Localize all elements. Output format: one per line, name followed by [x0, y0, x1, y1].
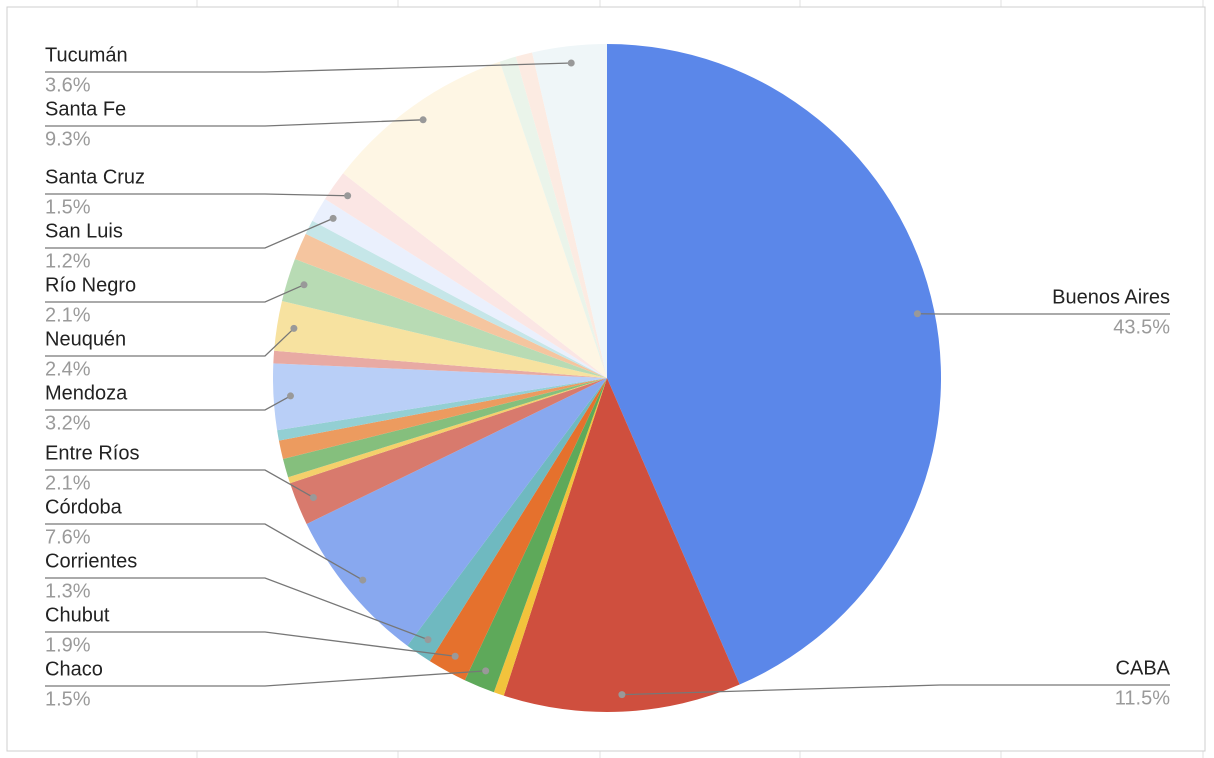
leader-dot — [913, 310, 921, 318]
leader-line — [45, 469, 314, 499]
leader-dot — [359, 576, 367, 584]
leader-dot — [344, 192, 352, 200]
slice-label: Chaco — [45, 658, 103, 680]
slice-label: Mendoza — [45, 382, 128, 404]
leader-line — [621, 684, 1170, 696]
leader-line — [45, 631, 456, 657]
pie-slice — [278, 378, 607, 460]
pie-slice — [306, 378, 607, 646]
pie-slice — [274, 301, 607, 378]
slice-value-label: 3.2% — [45, 412, 91, 434]
slice-value-label: 1.3% — [45, 580, 91, 602]
slice-label: Neuquén — [45, 328, 126, 350]
slice-label: Córdoba — [45, 496, 123, 518]
pie-slice — [503, 378, 740, 712]
pie-slice — [312, 199, 607, 378]
leader-line — [45, 577, 429, 641]
slice-value-label: 9.3% — [45, 128, 91, 150]
leader-dot — [287, 392, 295, 400]
pie-slice — [324, 173, 607, 378]
pie-slice — [290, 378, 607, 524]
pie-slice — [305, 220, 607, 378]
leader-dot — [290, 324, 298, 332]
pie-slice — [277, 378, 607, 441]
slice-value-label: 2.1% — [45, 472, 91, 494]
pie-slice — [499, 56, 607, 378]
slices — [273, 44, 942, 712]
pie-slice — [281, 258, 607, 378]
leader-line — [45, 284, 305, 303]
slice-value-label: 2.4% — [45, 358, 91, 380]
slice-label: Buenos Aires — [1052, 286, 1170, 308]
leader-line — [45, 670, 486, 687]
slice-value-label: 43.5% — [1113, 316, 1170, 338]
slice-value-label: 3.6% — [45, 74, 91, 96]
pie-slice — [273, 363, 607, 431]
slice-label: Entre Ríos — [45, 442, 139, 464]
leader-dot — [419, 116, 427, 124]
leader-line — [45, 217, 334, 249]
leader-line — [45, 193, 348, 197]
labels: Buenos Aires 43.5% CABA 11.5% Chaco 1.5% Chubu… — [45, 44, 1171, 710]
pie-slice — [532, 44, 607, 378]
leader-dot — [309, 493, 317, 501]
leader-line — [45, 523, 364, 581]
leader-line — [45, 119, 424, 127]
slice-value-label: 1.2% — [45, 250, 91, 272]
pie-slice — [288, 378, 607, 484]
pie-slice — [515, 52, 607, 378]
slice-label: CABA — [1116, 657, 1171, 679]
pie-slice — [493, 378, 607, 696]
slice-label: Santa Cruz — [45, 166, 145, 188]
leader-dot — [451, 652, 459, 660]
pie-slice — [429, 378, 607, 681]
slice-value-label: 1.5% — [45, 196, 91, 218]
slice-value-label: 11.5% — [1115, 687, 1170, 709]
slice-label: Río Negro — [45, 274, 136, 296]
pie-slice — [464, 378, 607, 693]
leader-dot — [329, 214, 337, 222]
slice-value-label: 7.6% — [45, 526, 91, 548]
pie-slice — [282, 378, 607, 478]
leader-dot — [567, 59, 575, 67]
slice-value-label: 1.9% — [45, 634, 91, 656]
pie-slice — [343, 61, 607, 379]
slice-label: Tucumán — [45, 44, 128, 66]
leader-line — [45, 395, 291, 411]
slice-label: Corrientes — [45, 550, 137, 572]
leader-dot — [300, 281, 308, 289]
slice-label: San Luis — [45, 220, 123, 242]
leader-line — [45, 327, 295, 357]
pie-slice — [407, 378, 607, 662]
slice-label: Santa Fe — [45, 98, 126, 120]
pie-slice — [273, 350, 607, 378]
pie-slice — [607, 44, 942, 685]
slice-value-label: 1.5% — [45, 688, 91, 710]
leader-dot — [482, 667, 490, 675]
leader-line — [45, 62, 572, 73]
slice-label: Chubut — [45, 604, 110, 626]
slice-value-label: 2.1% — [45, 304, 91, 326]
leader-dot — [424, 636, 432, 644]
leader-dot — [618, 691, 626, 699]
pie-slice — [294, 233, 607, 378]
